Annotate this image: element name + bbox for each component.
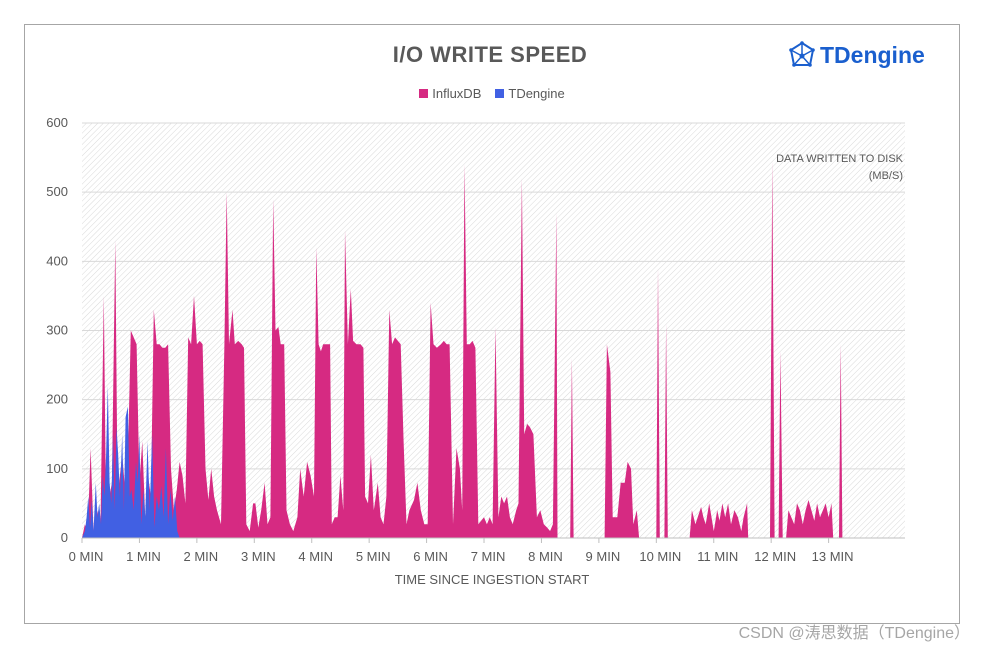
x-tick-label: 10 MIN	[639, 549, 681, 564]
legend-item-influxdb: InfluxDB	[419, 86, 481, 101]
x-tick-label: 0 MIN	[69, 549, 104, 564]
legend-swatch-influxdb	[419, 89, 429, 98]
x-tick-label: 9 MIN	[586, 549, 621, 564]
watermark-text: CSDN @涛思数据（TDengine）	[738, 625, 970, 642]
x-tick-label: 5 MIN	[356, 549, 391, 564]
y-tick-label: 200	[46, 392, 68, 407]
chart-legend: InfluxDB TDengine	[0, 86, 984, 101]
y-tick-label: 600	[46, 115, 68, 130]
y-tick-label: 300	[46, 323, 68, 338]
x-tick-label: 8 MIN	[528, 549, 563, 564]
x-tick-label: 6 MIN	[413, 549, 448, 564]
x-tick-label: 7 MIN	[471, 549, 506, 564]
brand-name: TDengine	[820, 41, 925, 68]
unit-annotation: (MB/S)	[869, 170, 903, 182]
x-tick-label: 1 MIN	[126, 549, 161, 564]
y-tick-label: 0	[61, 530, 68, 545]
legend-item-tdengine: TDengine	[495, 86, 565, 101]
series-area-tdengine	[82, 385, 180, 538]
x-tick-label: 11 MIN	[697, 549, 738, 564]
legend-swatch-tdengine	[495, 89, 505, 98]
x-tick-label: 12 MIN	[754, 549, 796, 564]
x-tick-label: 2 MIN	[184, 549, 219, 564]
x-axis-title: TIME SINCE INGESTION START	[395, 572, 590, 587]
x-tick-label: 13 MIN	[812, 549, 854, 564]
unit-annotation: DATA WRITTEN TO DISK	[776, 153, 904, 165]
y-tick-label: 400	[46, 253, 68, 268]
brand-logo: TDengine	[788, 40, 925, 70]
legend-label-tdengine: TDengine	[508, 86, 565, 101]
y-tick-label: 100	[46, 461, 68, 476]
legend-label-influxdb: InfluxDB	[432, 86, 482, 101]
x-tick-label: 3 MIN	[241, 549, 276, 564]
x-tick-label: 4 MIN	[298, 549, 333, 564]
tdengine-logo-icon	[789, 41, 815, 67]
y-tick-label: 500	[46, 184, 68, 199]
chart-title: I/O WRITE SPEED	[392, 42, 588, 67]
